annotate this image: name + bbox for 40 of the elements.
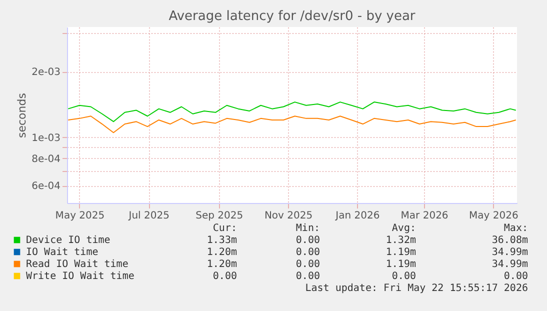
text: Last update: Fri May 22 15:55:17 2026 [305, 283, 528, 294]
text: 1.19m [386, 259, 416, 270]
x-tick-label: Nov 2025 [264, 210, 313, 222]
text: 0.00 [392, 271, 416, 282]
legend-label: Device IO time [26, 235, 110, 246]
text: 34.99m [492, 259, 528, 270]
legend-label: IO Wait time [26, 247, 98, 258]
text: Max: [504, 223, 528, 234]
text: 1.32m [386, 235, 416, 246]
y-tick-label: 6e-04 [32, 181, 60, 192]
text: 1.33m [206, 235, 237, 246]
x-tick-label: Sep 2025 [196, 210, 244, 222]
y-tick-label: 2e-03 [32, 67, 60, 78]
text: Cur: [212, 223, 237, 234]
legend-label: Write IO Wait time [26, 271, 134, 282]
text: 0.00 [296, 235, 320, 246]
text: 0.00 [296, 259, 320, 270]
text: Min: [296, 223, 320, 234]
chart-title: Average latency for /dev/sr0 - by year [168, 9, 416, 24]
text: 0.00 [296, 271, 320, 282]
text: 34.99m [492, 247, 528, 258]
x-tick-label: Jan 2026 [334, 210, 380, 222]
x-tick-label: May 2025 [55, 210, 105, 222]
legend-label: Read IO Wait time [26, 259, 128, 270]
text: 1.19m [386, 247, 416, 258]
text: 36.08m [492, 235, 528, 246]
text: 0.00 [212, 271, 237, 282]
text: 0.00 [296, 247, 320, 258]
x-tick-label: May 2026 [469, 210, 518, 222]
line-series [68, 102, 516, 122]
x-tick-label: Jul 2025 [128, 210, 170, 222]
y-axis-title: seconds [16, 92, 29, 138]
text: 1.20m [206, 247, 237, 258]
text: Avg: [392, 223, 416, 234]
line-series [68, 116, 516, 134]
text: 1.20m [206, 259, 237, 270]
text: 0.00 [504, 271, 528, 282]
x-tick-label: Mar 2026 [400, 210, 448, 222]
y-tick-label: 1e-03 [32, 132, 60, 144]
y-tick-label: 8e-04 [32, 154, 60, 165]
